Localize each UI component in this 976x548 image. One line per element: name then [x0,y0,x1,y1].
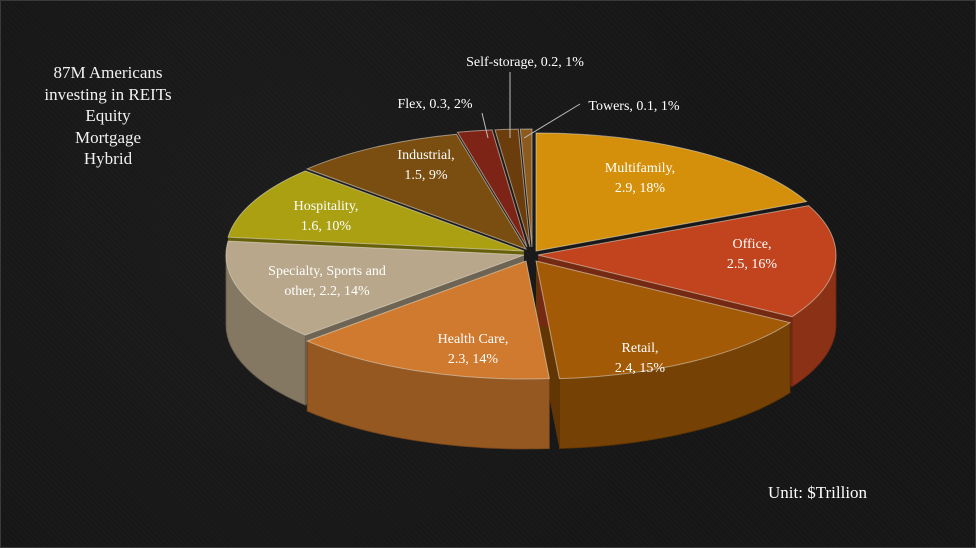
slice-label: Retail, [622,341,659,356]
note-line: investing in REITs [44,84,172,104]
pie-slice-multifamily [535,132,808,252]
pie-slice-towers [519,128,533,248]
slice-label: Industrial, [397,148,454,163]
slice-label: 1.5, 9% [404,168,448,183]
slice-label: 2.3, 14% [448,352,499,367]
pie-slice-flex [456,129,528,248]
slice-label: Self-storage, 0.2, 1% [466,55,584,70]
pie-labels: Multifamily, 2.9, 18% Office, 2.5, 16% Retai… [268,55,777,376]
slice-label: Health Care, [438,332,509,347]
unit-label: Unit: $Trillion [768,483,868,502]
pie-slice-retail [535,260,792,380]
slice-label: Hospitality, [294,199,359,214]
pie-slice-specialty-sports-and-other [225,240,525,336]
note-line: Equity [85,106,131,125]
pie-slice-health-care [305,260,550,380]
pie-slice-hospitality [227,170,525,252]
slice-label: 2.9, 18% [615,181,666,196]
note-line: Mortgage [74,127,142,147]
slice-label: 1.6, 10% [301,219,352,234]
slice-label: other, 2.2, 14% [284,284,370,299]
pie-slice-industrial [305,133,528,250]
pie-tops [225,128,837,380]
note-line: 87M Americans [53,63,163,82]
notes-textbox: 87M Americans investing in REITs Equity … [22,62,194,170]
slice-label: Specialty, Sports and [268,264,386,279]
slice-label: Flex, 0.3, 2% [397,97,472,112]
leader-line [481,112,489,139]
pie-slice-office [537,205,837,318]
note-line: Hybrid [83,149,133,168]
leader-line [523,103,581,139]
slice-label: 2.5, 16% [727,257,778,272]
pie-slice-self-storage [494,128,531,248]
slice-label: Office, [733,237,772,252]
slice-label: Towers, 0.1, 1% [588,99,680,114]
slice-label: 2.4, 15% [615,361,666,376]
slice-label: Multifamily, [605,161,675,176]
